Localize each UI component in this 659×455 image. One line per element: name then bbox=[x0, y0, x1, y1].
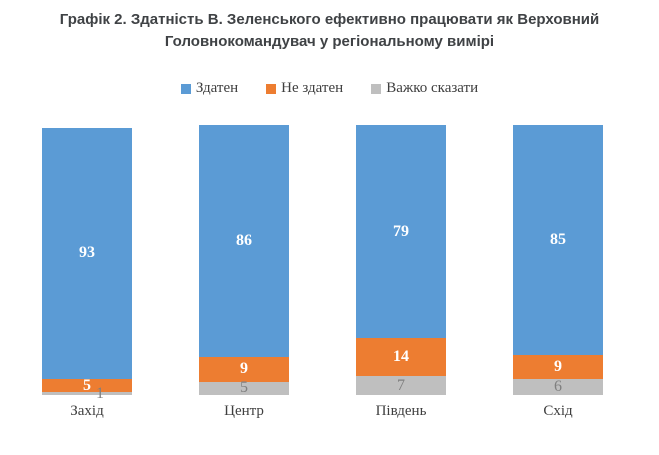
chart-title: Графік 2. Здатність В. Зеленського ефект… bbox=[20, 9, 639, 53]
value-label: 93 bbox=[79, 244, 95, 262]
value-label: 1 bbox=[96, 384, 104, 402]
value-label: 86 bbox=[236, 232, 252, 250]
bar-segment-series1-cat4: 85 bbox=[513, 125, 603, 355]
value-label: 9 bbox=[240, 360, 248, 378]
category-label-2: Центр bbox=[224, 403, 264, 419]
bar-segment-series2-cat2: 9 bbox=[199, 357, 289, 382]
bar-group-2: 86 9 5 Центр bbox=[199, 125, 289, 419]
bar-segment-series3-cat2: 5 bbox=[199, 379, 289, 397]
bar-group-3: 79 14 7 Південь bbox=[356, 125, 446, 419]
bar-group-1: 93 5 1 Захід bbox=[42, 127, 132, 419]
value-label: 9 bbox=[554, 357, 562, 375]
bar-group-4: 85 9 6 Схід bbox=[513, 125, 603, 419]
legend-item-3: Важко сказати bbox=[371, 80, 478, 97]
chart-title-line2: Головнокомандувач у регіональному вимірі bbox=[164, 33, 495, 50]
bar-segment-series1-cat1: 93 bbox=[42, 127, 132, 379]
bar-segment-series3-cat3: 7 bbox=[356, 376, 446, 395]
value-label: 7 bbox=[397, 376, 405, 394]
legend-swatch bbox=[180, 83, 191, 94]
value-label: 5 bbox=[240, 379, 248, 397]
legend-swatch bbox=[266, 83, 277, 94]
value-label: 5 bbox=[83, 376, 91, 394]
bar-segment-series1-cat2: 86 bbox=[199, 125, 289, 358]
category-label-4: Схід bbox=[543, 403, 573, 419]
value-label: 6 bbox=[554, 377, 562, 395]
legend-item-2: Не здатен bbox=[266, 80, 343, 97]
legend-item-1: Здатен bbox=[180, 80, 239, 97]
bar-segment-series2-cat4: 9 bbox=[513, 354, 603, 379]
category-label-1: Захід bbox=[70, 403, 104, 419]
category-label-3: Південь bbox=[375, 403, 427, 419]
bar-segment-series2-cat3: 14 bbox=[356, 338, 446, 377]
legend-label: Здатен bbox=[195, 80, 239, 96]
bar-segment-series2-cat1: 5 bbox=[42, 376, 132, 394]
legend-label: Не здатен bbox=[281, 80, 344, 96]
legend: Здатен Не здатен Важко сказати bbox=[0, 80, 659, 97]
legend-swatch bbox=[371, 83, 382, 94]
chart-title-line1: Графік 2. Здатність В. Зеленського ефект… bbox=[59, 11, 600, 28]
legend-label: Важко сказати bbox=[386, 80, 479, 96]
value-label: 14 bbox=[393, 348, 409, 366]
value-label: 85 bbox=[550, 230, 566, 248]
value-label: 79 bbox=[393, 222, 409, 240]
bar-segment-series1-cat3: 79 bbox=[356, 125, 446, 339]
bar-segment-series3-cat1: 1 bbox=[42, 385, 132, 401]
bar-segment-series3-cat4: 6 bbox=[513, 377, 603, 395]
